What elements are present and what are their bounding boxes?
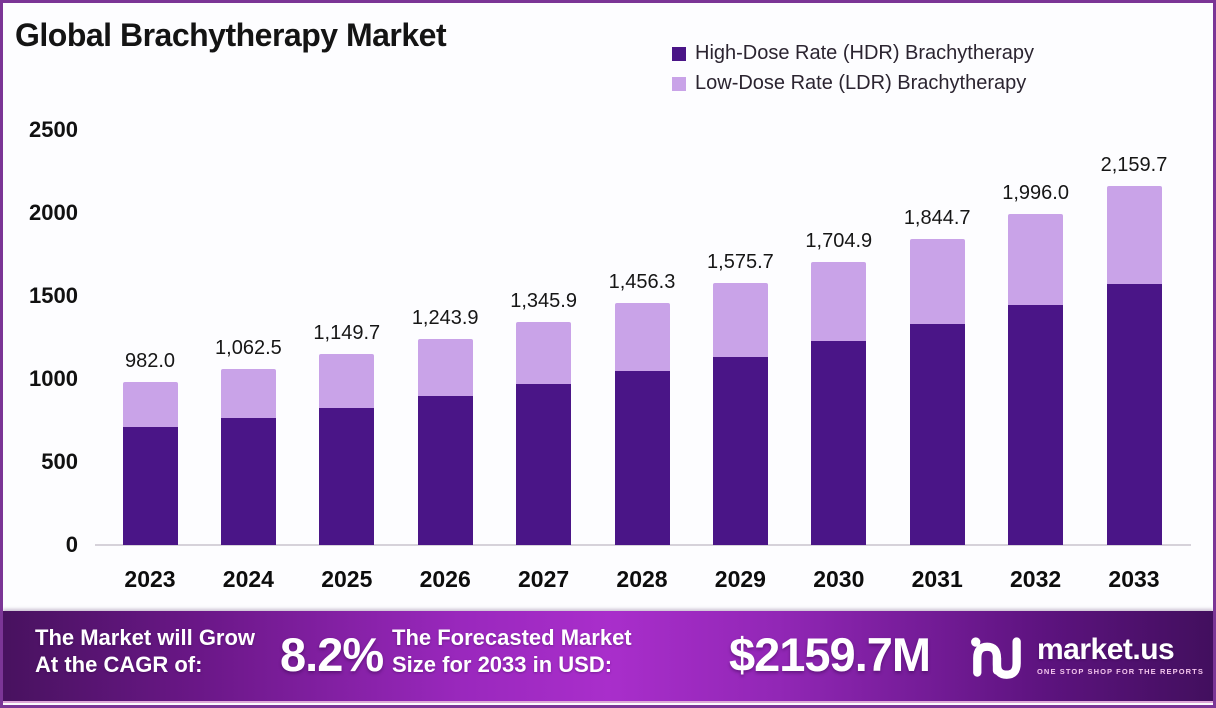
cagr-label-line1: The Market will Grow [35, 625, 256, 650]
hdr-swatch-icon [672, 46, 686, 61]
bar-segment-hdr-2033 [1106, 284, 1162, 545]
brand-name: market.us [1037, 632, 1175, 666]
bar-2033 [1106, 186, 1162, 545]
data-label-2026: 1,243.9 [411, 306, 479, 329]
bar-2030 [811, 261, 867, 545]
cagr-label: The Market will Grow At the CAGR of: [35, 624, 255, 678]
legend-item-ldr: Low-Dose Rate (LDR) Brachytherapy [672, 72, 1034, 95]
bar-segment-hdr-2028 [614, 370, 670, 545]
cagr-label-line2: At the CAGR of: [35, 652, 203, 677]
bar-segment-ldr-2025 [319, 354, 375, 409]
bar-2028 [614, 303, 670, 545]
bar-segment-ldr-2029 [712, 283, 768, 357]
bar-segment-ldr-2032 [1008, 213, 1064, 306]
bar-segment-hdr-2030 [811, 340, 867, 545]
y-tick-label-500: 500 [41, 449, 78, 474]
y-tick-label-1000: 1000 [29, 366, 78, 391]
bar-2032 [1008, 213, 1064, 545]
x-tick-label-2023: 2023 [124, 566, 176, 592]
brand-logo: market.us ONE STOP SHOP FOR THE REPORTS [969, 631, 1204, 679]
bar-segment-hdr-2025 [319, 408, 375, 545]
bar-segment-hdr-2023 [122, 427, 178, 545]
x-tick-label-2033: 2033 [1108, 566, 1160, 592]
data-label-2025: 1,149.7 [313, 322, 381, 345]
data-label-2027: 1,345.9 [510, 289, 577, 312]
y-tick-label-2500: 2500 [29, 117, 78, 142]
data-label-2023: 982.0 [124, 349, 176, 372]
x-tick-label-2028: 2028 [616, 566, 668, 592]
forecast-label-line2: Size for 2033 in USD: [392, 652, 613, 677]
y-tick-label-0: 0 [65, 532, 78, 557]
legend-label-ldr: Low-Dose Rate (LDR) Brachytherapy [695, 72, 1027, 94]
bar-2031 [909, 238, 965, 545]
ldr-swatch-icon [672, 76, 686, 91]
bar-segment-ldr-2030 [811, 261, 867, 341]
brand-tagline: ONE STOP SHOP FOR THE REPORTS [1037, 666, 1204, 676]
bar-2027 [516, 321, 572, 545]
bar-segment-ldr-2023 [122, 381, 178, 428]
legend-label-hdr: High-Dose Rate (HDR) Brachytherapy [695, 42, 1035, 64]
data-label-2031: 1,844.7 [903, 206, 971, 229]
bar-segment-hdr-2026 [417, 396, 473, 545]
bar-segment-hdr-2031 [909, 324, 965, 545]
legend: High-Dose Rate (HDR) Brachytherapy Low-D… [672, 42, 1034, 95]
cagr-value: 8.2% [280, 628, 384, 681]
forecast-label-line1: The Forecasted Market [392, 625, 632, 650]
marketus-logo-icon [971, 637, 1021, 679]
x-tick-label-2030: 2030 [813, 566, 865, 592]
chart-title: Global Brachytherapy Market [15, 17, 447, 53]
bar-segment-ldr-2033 [1106, 186, 1162, 285]
footer-banner: The Market will Grow At the CAGR of: 8.2… [3, 611, 1213, 703]
bar-segment-ldr-2031 [909, 238, 965, 325]
bar-segment-ldr-2027 [516, 321, 572, 384]
bar-segment-ldr-2024 [220, 368, 276, 418]
data-label-2033: 2,159.7 [1100, 154, 1168, 177]
legend-item-hdr: High-Dose Rate (HDR) Brachytherapy [672, 42, 1034, 65]
data-label-2030: 1,704.9 [805, 229, 873, 252]
bar-segment-hdr-2029 [712, 356, 768, 545]
bar-2026 [417, 338, 473, 545]
x-tick-label-2029: 2029 [714, 566, 766, 592]
bar-segment-ldr-2026 [417, 338, 473, 397]
forecast-value: $2159.7M [729, 628, 931, 681]
data-label-2028: 1,456.3 [608, 271, 676, 294]
bar-segment-ldr-2028 [614, 303, 670, 371]
data-label-2029: 1,575.7 [707, 251, 774, 274]
y-tick-label-2000: 2000 [29, 200, 78, 225]
bar-2024 [220, 368, 276, 545]
x-tick-label-2027: 2027 [518, 566, 570, 592]
x-tick-label-2032: 2032 [1010, 566, 1062, 592]
bar-segment-hdr-2032 [1008, 305, 1064, 545]
x-tick-label-2026: 2026 [419, 566, 471, 592]
brand-text-block: market.us ONE STOP SHOP FOR THE REPORTS [1037, 632, 1204, 676]
bar-2029 [712, 283, 768, 545]
data-label-2032: 1,996.0 [1002, 181, 1069, 204]
bar-2025 [319, 354, 375, 545]
bar-2023 [122, 381, 178, 545]
x-axis-line [95, 544, 1191, 546]
x-tick-label-2025: 2025 [321, 566, 373, 592]
x-tick-label-2024: 2024 [222, 566, 274, 592]
bar-segment-hdr-2027 [516, 383, 572, 545]
bar-segment-hdr-2024 [220, 418, 276, 545]
x-tick-label-2031: 2031 [911, 566, 963, 592]
forecast-label: The Forecasted Market Size for 2033 in U… [392, 624, 632, 678]
data-label-2024: 1,062.5 [215, 336, 282, 359]
y-tick-label-1500: 1500 [29, 283, 78, 308]
